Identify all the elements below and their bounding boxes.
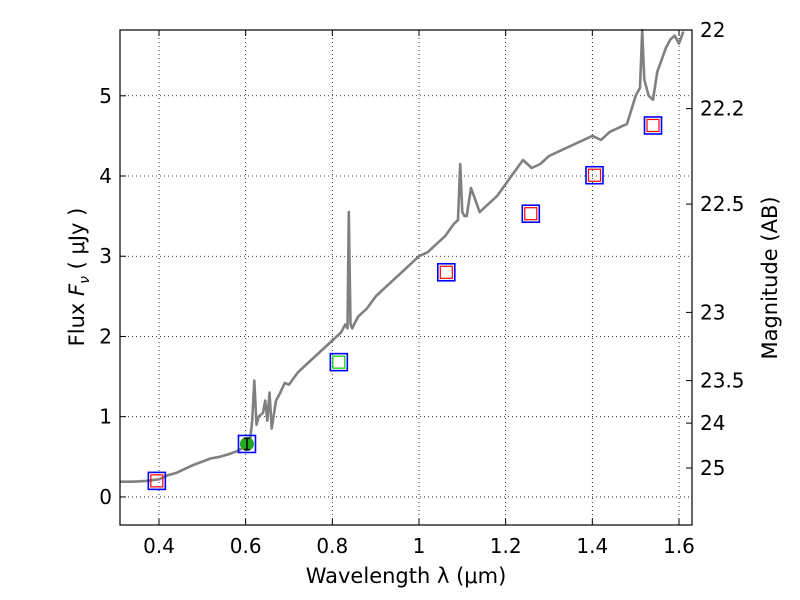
magnitude-tick-label: 23 [700,300,725,324]
magnitude-tick-label: 22.2 [700,97,745,121]
grid-lines [120,30,692,525]
model-point [587,168,602,182]
observed-point [585,165,604,185]
plot-frame [119,29,693,526]
observed-point [436,262,456,282]
photometry-layer [147,116,663,491]
axes: 0.4 0.6 0.8 1 1.2 1.4 1.60123452222.222.52323.… [99,18,744,558]
y-tick-label: 5 [99,84,112,108]
x-tick-label: 1.4 [576,534,608,558]
x-tick-label: 1.6 [663,534,695,558]
x-tick-label: 0.8 [316,534,348,558]
x-tick-label: 0.4 [143,534,175,558]
x-axis-label: Wavelength λ (μm) [306,564,507,588]
magnitude-tick-label: 22.5 [700,192,745,216]
y-tick-label: 0 [99,485,112,509]
x-tick-label: 0.6 [230,534,262,558]
y-tick-label: 2 [99,324,112,348]
magnitude-tick-label: 25 [700,456,725,480]
model-point [150,474,164,488]
y-tick-label: 3 [99,244,112,268]
x-tick-label: 1 [413,534,426,558]
model-point [439,265,453,279]
y-tick-label: 4 [99,164,112,188]
model-point [524,207,538,221]
observed-point [147,471,167,491]
observed-point [237,434,257,454]
model-point [646,118,660,133]
x-tick-label: 1.2 [490,534,522,558]
observed-point [329,352,349,372]
y-tick-label: 1 [99,405,112,429]
magnitude-tick-label: 22 [700,18,725,42]
magnitude-tick-label: 24 [700,411,725,435]
right-axis-label: Magnitude (AB) [758,196,782,359]
model-point [332,355,346,369]
magnitude-tick-label: 23.5 [700,369,745,393]
y-axis-label: Flux Fν ( μJy ) [65,208,93,347]
observed-point [643,116,663,135]
observed-point [521,204,541,224]
